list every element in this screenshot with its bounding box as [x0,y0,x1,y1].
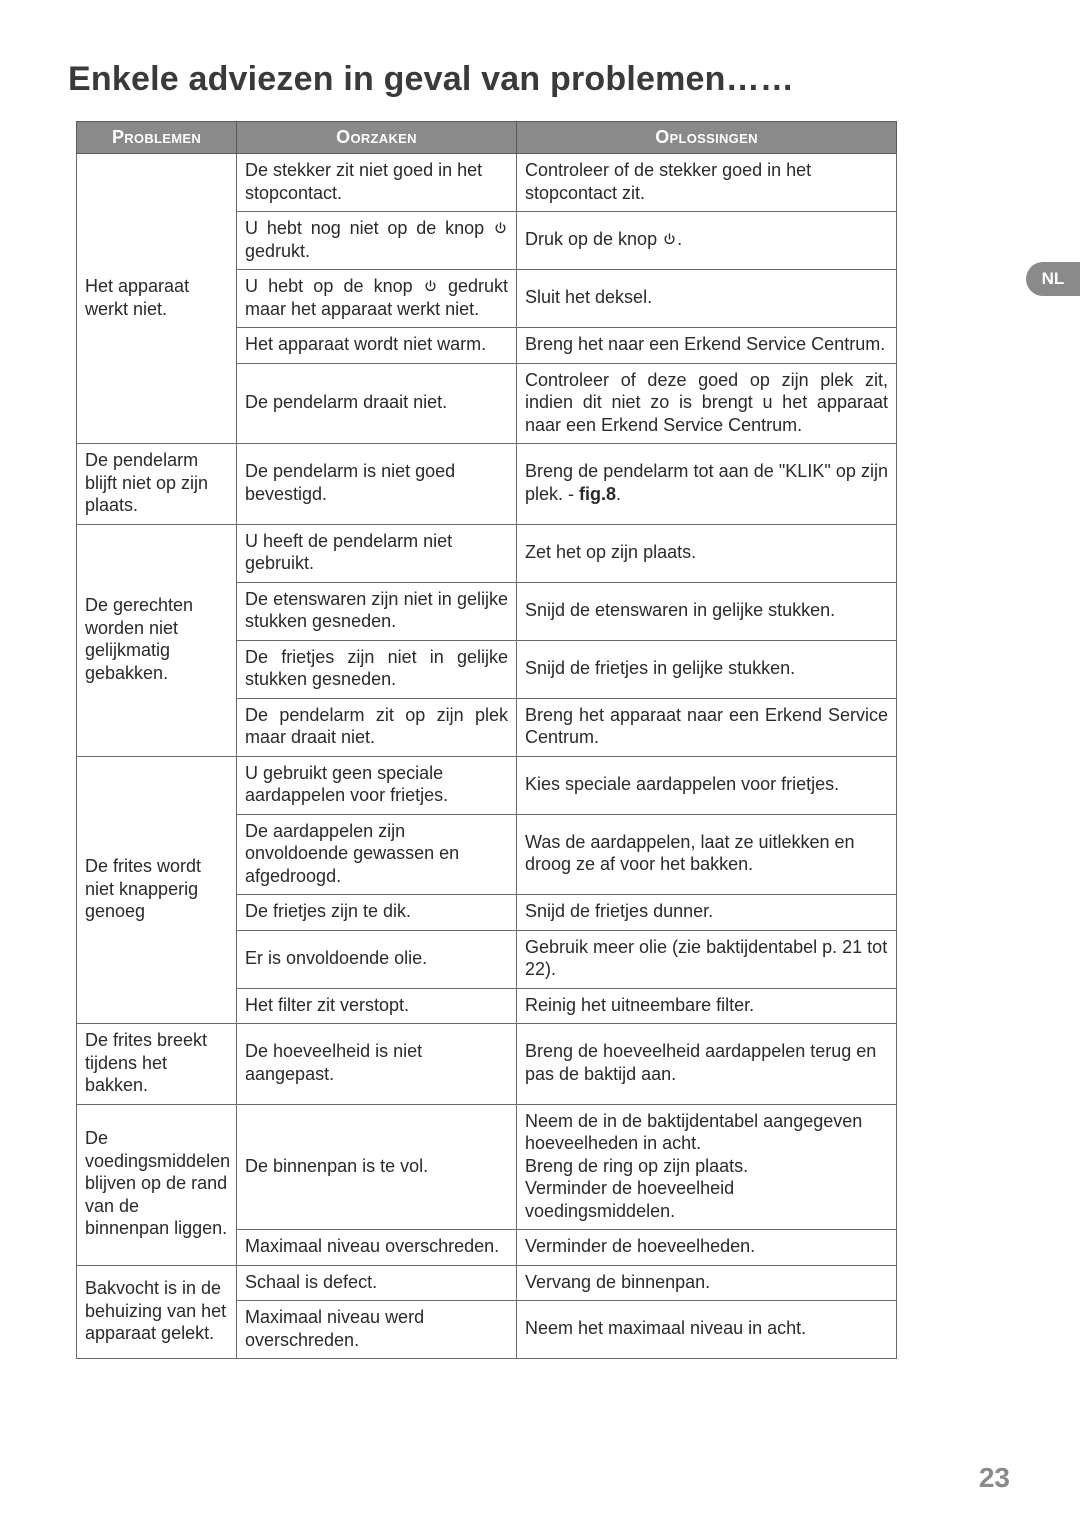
cause-cell: Maximaal niveau overschreden. [237,1230,517,1266]
solution-cell: Snijd de frietjes dunner. [517,895,897,931]
cause-cell: Het apparaat wordt niet warm. [237,328,517,364]
table-header-cell: Oorzaken [237,122,517,154]
solution-cell: Gebruik meer olie (zie baktijdentabel p.… [517,930,897,988]
solution-cell: Breng de pendelarm tot aan de "KLIK" op … [517,444,897,525]
page-number: 23 [979,1462,1010,1494]
solution-cell: Snijd de etenswaren in gelijke stukken. [517,582,897,640]
power-icon [493,221,508,236]
cause-cell: U hebt nog niet op de knop gedrukt. [237,212,517,270]
solution-cell: Snijd de frietjes in gelijke stukken. [517,640,897,698]
solution-cell: Was de aardappelen, laat ze uitlekken en… [517,814,897,895]
cause-cell: De frietjes zijn te dik. [237,895,517,931]
solution-cell: Verminder de hoeveelheden. [517,1230,897,1266]
problem-cell: De gerechten worden niet gelijkmatig geb… [77,524,237,756]
table-header: ProblemenOorzakenOplossingen [77,122,897,154]
cause-cell: U hebt op de knop gedrukt maar het appar… [237,270,517,328]
language-tab: NL [1026,262,1080,296]
solution-cell: Breng het naar een Erkend Service Centru… [517,328,897,364]
cause-cell: De etenswaren zijn niet in gelijke stukk… [237,582,517,640]
solution-cell: Breng de hoeveelheid aardappelen terug e… [517,1024,897,1105]
troubleshoot-table: ProblemenOorzakenOplossingen Het apparaa… [76,121,897,1359]
solution-cell: Druk op de knop . [517,212,897,270]
solution-cell: Breng het apparaat naar een Erkend Servi… [517,698,897,756]
page: Enkele adviezen in geval van problemen……… [0,0,1080,1532]
cause-cell: De pendelarm draait niet. [237,363,517,444]
cause-cell: De pendelarm zit op zijn plek maar draai… [237,698,517,756]
cause-cell: De aardappelen zijn onvoldoende gewassen… [237,814,517,895]
cause-cell: U heeft de pendelarm niet gebruikt. [237,524,517,582]
table-row: De frites wordt niet knapperig genoegU g… [77,756,897,814]
solution-cell: Controleer of de stekker goed in het sto… [517,154,897,212]
cause-cell: Er is onvoldoende olie. [237,930,517,988]
problem-cell: De voedingsmiddelen blijven op de rand v… [77,1104,237,1265]
problem-cell: Het apparaat werkt niet. [77,154,237,444]
cause-cell: U gebruikt geen speciale aardappelen voo… [237,756,517,814]
cause-cell: De pendelarm is niet goed bevestigd. [237,444,517,525]
cause-cell: Maximaal niveau werd overschreden. [237,1301,517,1359]
problem-cell: De frites breekt tijdens het bakken. [77,1024,237,1105]
cause-cell: De hoeveelheid is niet aangepast. [237,1024,517,1105]
table-header-cell: Problemen [77,122,237,154]
solution-cell: Zet het op zijn plaats. [517,524,897,582]
solution-cell: Vervang de binnenpan. [517,1265,897,1301]
problem-cell: De pendelarm blijft niet op zijn plaats. [77,444,237,525]
solution-cell: Controleer of deze goed op zijn plek zit… [517,363,897,444]
table-row: De voedingsmiddelen blijven op de rand v… [77,1104,897,1230]
solution-cell: Neem het maximaal niveau in acht. [517,1301,897,1359]
page-title: Enkele adviezen in geval van problemen…… [68,60,1012,99]
problem-cell: De frites wordt niet knapperig genoeg [77,756,237,1024]
solution-cell: Sluit het deksel. [517,270,897,328]
cause-cell: Schaal is defect. [237,1265,517,1301]
table-body: Het apparaat werkt niet.De stekker zit n… [77,154,897,1359]
table-row: De gerechten worden niet gelijkmatig geb… [77,524,897,582]
table-header-cell: Oplossingen [517,122,897,154]
table-row: De frites breekt tijdens het bakken.De h… [77,1024,897,1105]
solution-cell: Neem de in de baktijdentabel aangegeven … [517,1104,897,1230]
solution-cell: Kies speciale aardappelen voor frietjes. [517,756,897,814]
cause-cell: De stekker zit niet goed in het stopcont… [237,154,517,212]
cause-cell: De frietjes zijn niet in gelijke stukken… [237,640,517,698]
table-row: Bakvocht is in de behuizing van het appa… [77,1265,897,1301]
problem-cell: Bakvocht is in de behuizing van het appa… [77,1265,237,1359]
table-header-row: ProblemenOorzakenOplossingen [77,122,897,154]
power-icon [662,232,677,247]
cause-cell: Het filter zit verstopt. [237,988,517,1024]
cause-cell: De binnenpan is te vol. [237,1104,517,1230]
table-row: De pendelarm blijft niet op zijn plaats.… [77,444,897,525]
solution-cell: Reinig het uitneembare filter. [517,988,897,1024]
table-row: Het apparaat werkt niet.De stekker zit n… [77,154,897,212]
power-icon [423,279,438,294]
troubleshoot-table-wrapper: ProblemenOorzakenOplossingen Het apparaa… [76,121,896,1359]
